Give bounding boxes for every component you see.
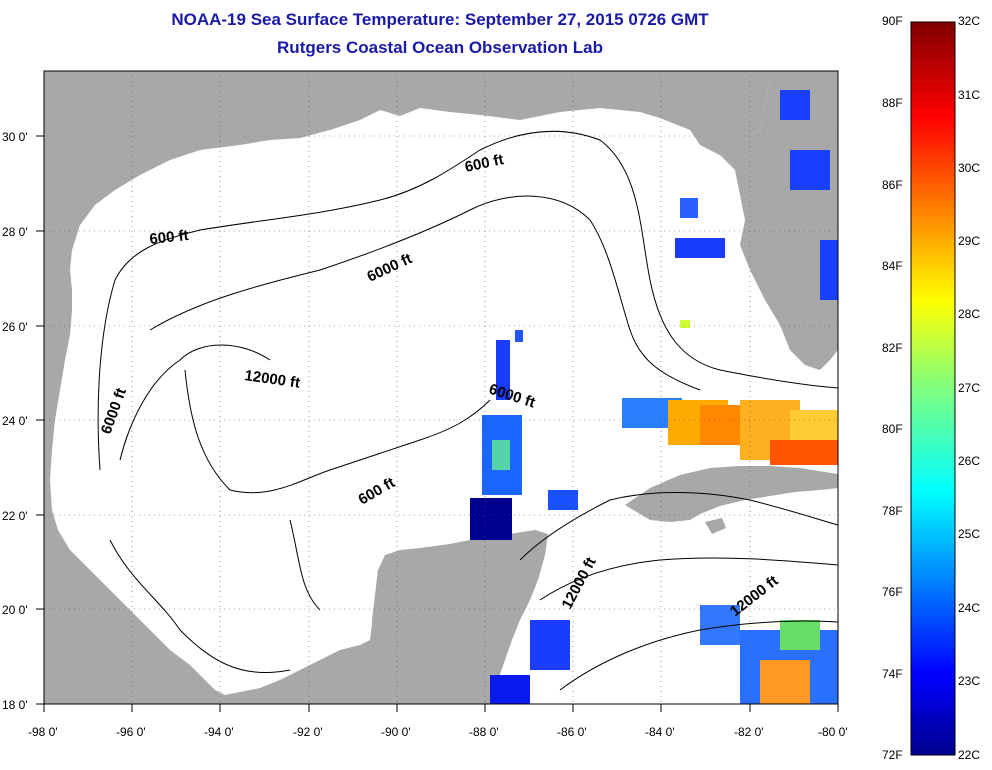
colorbar-c-label: 23C [958, 674, 981, 688]
colorbar-f-label: 72F [882, 748, 903, 762]
land-cuba [625, 466, 838, 522]
colorbar-f-label: 84F [882, 259, 903, 273]
x-tick-label: -80 0' [818, 725, 848, 739]
y-tick-label: 18 0' [2, 698, 28, 712]
y-tick-label: 28 0' [2, 225, 28, 239]
colorbar-f-label: 80F [882, 422, 903, 436]
colorbar-c-label: 25C [958, 527, 981, 541]
colorbar-c-label: 24C [958, 601, 981, 615]
x-tick-label: -98 0' [28, 725, 58, 739]
colorbar-c-label: 30C [958, 161, 981, 175]
y-tick-label: 30 0' [2, 130, 28, 144]
x-tick-label: -96 0' [116, 725, 146, 739]
land-florida [700, 71, 838, 370]
depth-contours [97, 130, 838, 691]
y-axis-labels: 18 0' 20 0' 22 0' 24 0' 26 0' 28 0' 30 0… [2, 130, 28, 712]
lat-lon-grid [44, 71, 838, 704]
y-tick-label: 24 0' [2, 414, 28, 428]
colorbar-c-label: 31C [958, 88, 981, 102]
colorbar-c-label: 26C [958, 454, 981, 468]
colorbar-c-label: 28C [958, 307, 981, 321]
map-title: NOAA-19 Sea Surface Temperature: Septemb… [171, 10, 709, 29]
y-tick-label: 20 0' [2, 603, 28, 617]
x-tick-label: -84 0' [645, 725, 675, 739]
x-tick-label: -94 0' [204, 725, 234, 739]
colorbar-f-label: 76F [882, 585, 903, 599]
y-tick-label: 26 0' [2, 320, 28, 334]
y-tick-label: 22 0' [2, 509, 28, 523]
colorbar-c-label: 22C [958, 748, 981, 762]
colorbar-f-label: 78F [882, 504, 903, 518]
map-subtitle: Rutgers Coastal Ocean Observation Lab [277, 38, 603, 57]
x-tick-label: -86 0' [557, 725, 587, 739]
colorbar-f-label: 90F [882, 14, 903, 28]
colorbar-f-label: 86F [882, 178, 903, 192]
land-yucatan [372, 530, 548, 704]
colorbar-f-label: 88F [882, 96, 903, 110]
x-tick-label: -90 0' [381, 725, 411, 739]
colorbar [910, 21, 956, 756]
colorbar-c-label: 27C [958, 381, 981, 395]
colorbar-c-label: 29C [958, 234, 981, 248]
colorbar-f-label: 82F [882, 341, 903, 355]
land-isle [705, 518, 726, 534]
contour-label-600-west: 600 ft [149, 227, 190, 248]
x-axis-labels: -98 0' -96 0' -94 0' -92 0' -90 0' -88 0… [28, 725, 848, 739]
x-tick-label: -88 0' [469, 725, 499, 739]
tick-marks [36, 135, 839, 712]
x-tick-label: -92 0' [293, 725, 323, 739]
map-plot-area: 600 ft 600 ft 600 ft 6000 ft 6000 ft 600… [44, 71, 838, 704]
x-tick-label: -82 0' [734, 725, 764, 739]
colorbar-f-label: 74F [882, 667, 903, 681]
colorbar-c-label: 32C [958, 14, 981, 28]
plot-frame [43, 70, 839, 705]
